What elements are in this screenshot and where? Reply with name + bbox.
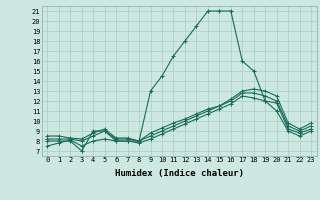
- X-axis label: Humidex (Indice chaleur): Humidex (Indice chaleur): [115, 169, 244, 178]
